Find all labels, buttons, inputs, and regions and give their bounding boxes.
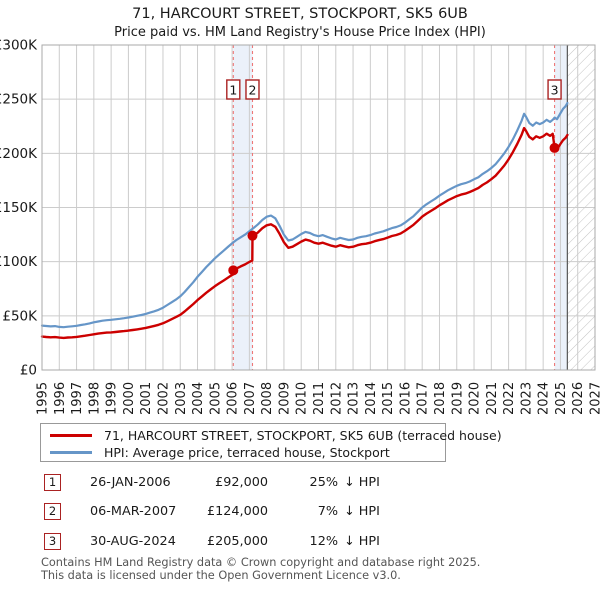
svg-text:2015: 2015	[381, 382, 396, 415]
sale-marker-box	[226, 79, 241, 100]
sale-marker-number: 2	[249, 83, 257, 98]
sale-hpi-suffix: ↓ HPI	[344, 475, 380, 490]
svg-text:2010: 2010	[295, 382, 310, 415]
svg-text:2006: 2006	[226, 382, 241, 415]
svg-text:£0: £0	[20, 363, 37, 379]
page-subtitle: Price paid vs. HM Land Registry's House …	[114, 25, 486, 40]
sale-price: £92,000	[215, 475, 268, 490]
legend-label: HPI: Average price, terraced house, Stoc…	[104, 445, 390, 460]
price-line-swatch	[50, 434, 92, 437]
sale-hpi-delta: 25%	[309, 475, 338, 490]
svg-text:2026: 2026	[571, 382, 586, 415]
license-footer: Contains HM Land Registry data © Crown c…	[41, 556, 480, 582]
sale-number-badge: 2	[44, 503, 61, 520]
svg-text:2009: 2009	[277, 382, 292, 415]
svg-text:2005: 2005	[208, 382, 223, 415]
svg-text:£150K: £150K	[0, 200, 38, 216]
price-history-chart: 123£0£50K£100K£150K£200K£250K£300K199519…	[0, 38, 600, 416]
svg-text:2013: 2013	[347, 382, 362, 415]
svg-text:2021: 2021	[485, 382, 500, 415]
y-axis-labels: £0 £50K £100K £150K £200K £250K £300K	[0, 38, 38, 379]
table-row: 2 06-MAR-2007 £124,000 7% ↓ HPI	[44, 503, 380, 520]
svg-text:2017: 2017	[416, 382, 431, 415]
svg-text:2002: 2002	[157, 382, 172, 415]
sale-point-dot	[247, 230, 258, 241]
svg-text:2000: 2000	[122, 382, 137, 415]
sale-point-dot	[228, 265, 239, 276]
svg-text:2014: 2014	[364, 382, 379, 415]
svg-text:1999: 1999	[105, 382, 120, 415]
svg-text:2022: 2022	[502, 382, 517, 415]
chart-legend: 71, HARCOURT STREET, STOCKPORT, SK5 6UB …	[40, 423, 502, 462]
svg-text:2001: 2001	[139, 382, 154, 415]
hpi-line	[40, 101, 569, 329]
svg-text:£300K: £300K	[0, 38, 38, 54]
plot-area: 123£0£50K£100K£150K£200K£250K£300K199519…	[0, 38, 600, 416]
plot-border	[41, 44, 596, 371]
svg-text:2019: 2019	[450, 382, 465, 415]
svg-text:£100K: £100K	[0, 254, 38, 270]
license-line-1: Contains HM Land Registry data © Crown c…	[41, 556, 481, 569]
sale-marker-number: 3	[551, 83, 559, 98]
sale-hpi-delta: 7%	[317, 504, 338, 519]
x-axis-labels: 1995 1996 1997 1998 1999 2000 2001 2002 2003 2004…	[36, 382, 600, 415]
legend-label: 71, HARCOURT STREET, STOCKPORT, SK5 6UB …	[104, 428, 502, 443]
svg-text:2020: 2020	[468, 382, 483, 415]
sale-marker-box	[245, 79, 260, 100]
svg-text:2007: 2007	[243, 382, 258, 415]
svg-text:1998: 1998	[87, 382, 102, 415]
sale-point-dot	[549, 142, 560, 153]
table-row: 3 30-AUG-2024 £205,000 12% ↓ HPI	[44, 533, 380, 550]
sale-number-badge: 3	[44, 533, 61, 550]
svg-text:2018: 2018	[433, 382, 448, 415]
table-row: 1 26-JAN-2006 £92,000 25% ↓ HPI	[44, 474, 380, 491]
sale-price: £124,000	[206, 504, 268, 519]
page-title: 71, HARCOURT STREET, STOCKPORT, SK5 6UB	[132, 6, 468, 22]
svg-text:£250K: £250K	[0, 92, 38, 108]
price-paid-line	[40, 126, 569, 340]
sale-date: 06-MAR-2007	[90, 504, 177, 519]
sale-hpi-suffix: ↓ HPI	[344, 504, 380, 519]
svg-text:1995: 1995	[36, 382, 51, 415]
svg-text:2004: 2004	[191, 382, 206, 415]
svg-text:2024: 2024	[537, 382, 552, 415]
gridlines	[41, 44, 596, 371]
svg-text:2012: 2012	[329, 382, 344, 415]
sale-hpi-suffix: ↓ HPI	[344, 534, 380, 549]
legend-item-price: 71, HARCOURT STREET, STOCKPORT, SK5 6UB …	[41, 427, 502, 444]
hpi-line-swatch	[50, 451, 92, 454]
svg-text:2025: 2025	[554, 382, 569, 415]
sale-date: 30-AUG-2024	[90, 534, 176, 549]
svg-text:2016: 2016	[398, 382, 413, 415]
svg-text:£50K: £50K	[2, 308, 38, 324]
sale-price: £205,000	[206, 534, 268, 549]
sale-hpi-delta: 12%	[309, 534, 338, 549]
sale-marker-box	[547, 79, 562, 100]
svg-text:2027: 2027	[589, 382, 600, 415]
svg-text:1996: 1996	[53, 382, 68, 415]
svg-text:2003: 2003	[174, 382, 189, 415]
svg-text:£200K: £200K	[0, 146, 38, 162]
sale-date: 26-JAN-2006	[90, 475, 171, 490]
license-line-2: This data is licensed under the Open Gov…	[41, 569, 401, 582]
svg-text:2023: 2023	[519, 382, 534, 415]
legend-item-hpi: HPI: Average price, terraced house, Stoc…	[41, 444, 445, 461]
svg-text:2008: 2008	[260, 382, 275, 415]
svg-text:1997: 1997	[70, 382, 85, 415]
sale-marker-number: 1	[229, 83, 237, 98]
svg-text:2011: 2011	[312, 382, 327, 415]
sale-number-badge: 1	[44, 474, 61, 491]
